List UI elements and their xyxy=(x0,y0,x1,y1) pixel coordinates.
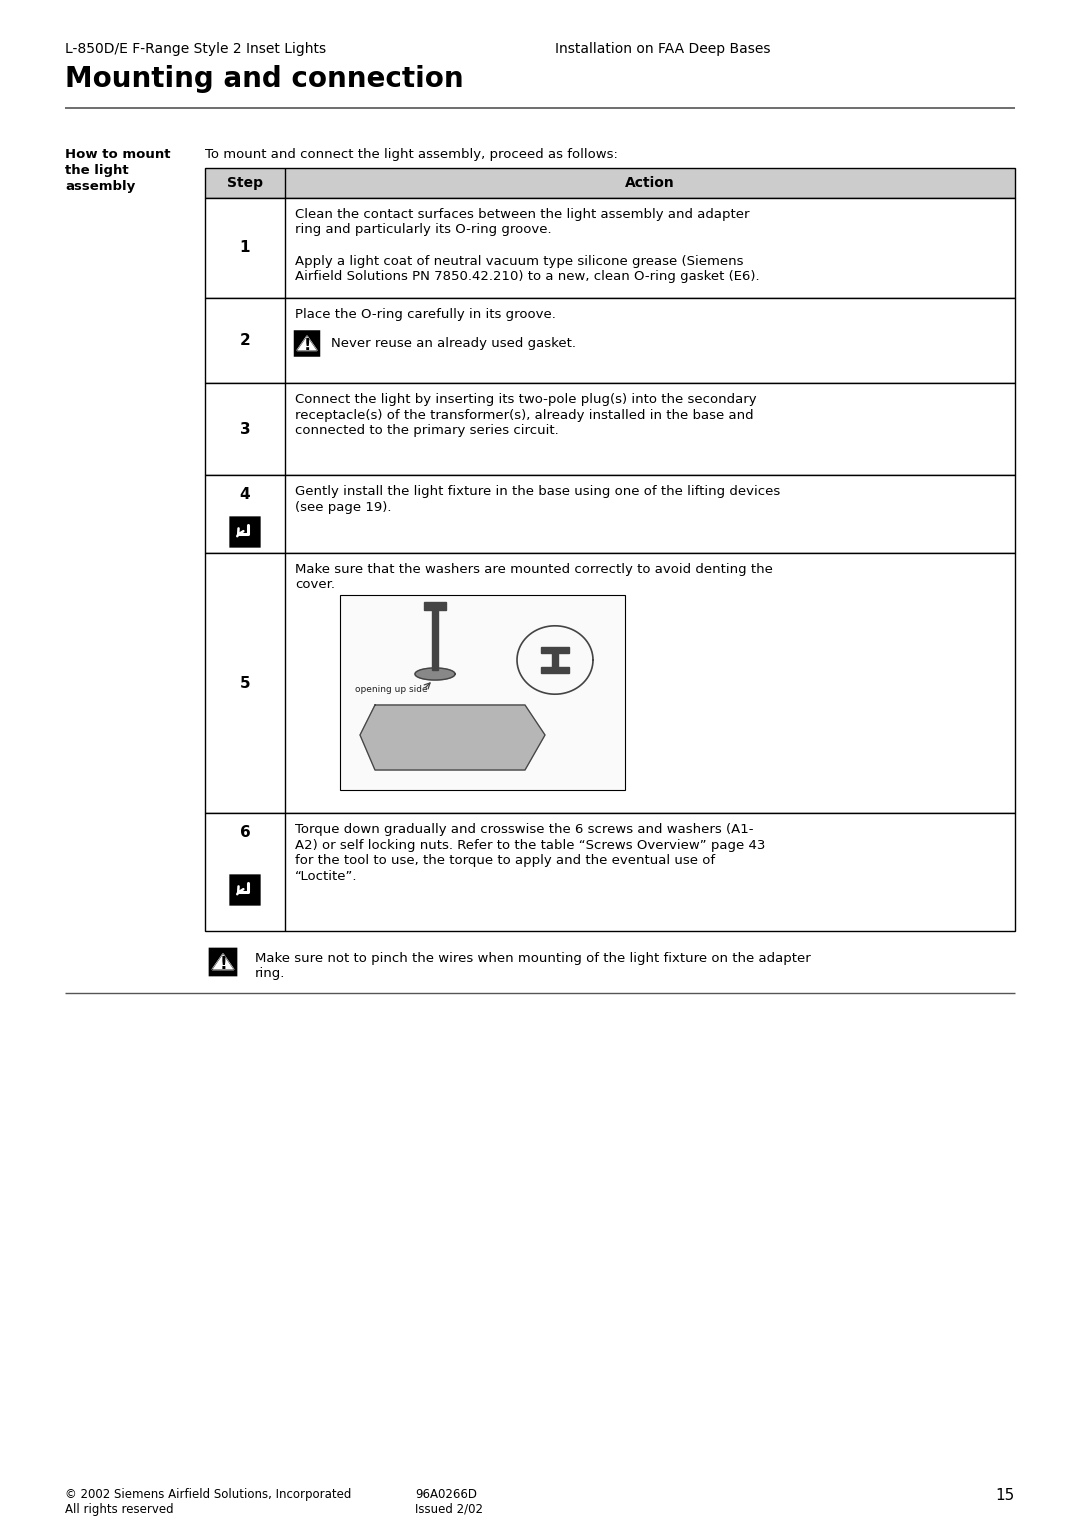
Text: assembly: assembly xyxy=(65,180,135,193)
Text: Gently install the light fixture in the base using one of the lifting devices: Gently install the light fixture in the … xyxy=(295,484,780,498)
Polygon shape xyxy=(541,668,569,672)
Text: Step: Step xyxy=(227,176,264,189)
Text: A2) or self locking nuts. Refer to the table “Screws Overview” page 43: A2) or self locking nuts. Refer to the t… xyxy=(295,839,766,851)
Text: Issued 2/02: Issued 2/02 xyxy=(415,1504,483,1516)
Text: How to mount: How to mount xyxy=(65,148,171,160)
Polygon shape xyxy=(212,953,234,970)
Text: 2: 2 xyxy=(240,333,251,348)
FancyBboxPatch shape xyxy=(208,947,238,976)
Text: cover.: cover. xyxy=(295,579,335,591)
Text: for the tool to use, the torque to apply and the eventual use of: for the tool to use, the torque to apply… xyxy=(295,854,715,866)
Bar xyxy=(205,168,1015,199)
Text: Connect the light by inserting its two-pole plug(s) into the secondary: Connect the light by inserting its two-p… xyxy=(295,393,757,406)
Polygon shape xyxy=(432,610,438,669)
Bar xyxy=(205,553,1015,813)
Bar xyxy=(205,199,1015,298)
Text: “Loctite”.: “Loctite”. xyxy=(295,869,357,883)
Text: Make sure that the washers are mounted correctly to avoid denting the: Make sure that the washers are mounted c… xyxy=(295,562,773,576)
Text: opening up side: opening up side xyxy=(355,686,428,695)
Text: ring.: ring. xyxy=(255,967,285,981)
Text: !: ! xyxy=(303,338,311,353)
Text: (see page 19).: (see page 19). xyxy=(295,501,391,513)
Polygon shape xyxy=(297,336,318,350)
Bar xyxy=(205,384,1015,475)
Text: Clean the contact surfaces between the light assembly and adapter: Clean the contact surfaces between the l… xyxy=(295,208,750,222)
Text: To mount and connect the light assembly, proceed as follows:: To mount and connect the light assembly,… xyxy=(205,148,618,160)
Text: 4: 4 xyxy=(240,487,251,503)
Text: Torque down gradually and crosswise the 6 screws and washers (A1-: Torque down gradually and crosswise the … xyxy=(295,824,754,836)
Bar xyxy=(205,298,1015,384)
Polygon shape xyxy=(415,668,455,680)
Polygon shape xyxy=(541,646,569,652)
Text: © 2002 Siemens Airfield Solutions, Incorporated: © 2002 Siemens Airfield Solutions, Incor… xyxy=(65,1488,351,1500)
FancyBboxPatch shape xyxy=(294,330,321,356)
Text: Apply a light coat of neutral vacuum type silicone grease (Siemens: Apply a light coat of neutral vacuum typ… xyxy=(295,255,743,267)
Text: Mounting and connection: Mounting and connection xyxy=(65,66,463,93)
Text: Make sure not to pinch the wires when mounting of the light fixture on the adapt: Make sure not to pinch the wires when mo… xyxy=(255,952,811,966)
Bar xyxy=(205,813,1015,931)
Polygon shape xyxy=(360,704,545,770)
FancyBboxPatch shape xyxy=(229,874,260,906)
Text: 6: 6 xyxy=(240,825,251,840)
Text: Action: Action xyxy=(625,176,675,189)
Text: 1: 1 xyxy=(240,240,251,255)
Text: the light: the light xyxy=(65,163,129,177)
Text: connected to the primary series circuit.: connected to the primary series circuit. xyxy=(295,423,558,437)
Text: Place the O-ring carefully in its groove.: Place the O-ring carefully in its groove… xyxy=(295,309,556,321)
Text: L-850D/E F-Range Style 2 Inset Lights: L-850D/E F-Range Style 2 Inset Lights xyxy=(65,41,326,57)
Text: 15: 15 xyxy=(996,1488,1015,1504)
Text: ring and particularly its O-ring groove.: ring and particularly its O-ring groove. xyxy=(295,223,552,237)
Text: receptacle(s) of the transformer(s), already installed in the base and: receptacle(s) of the transformer(s), alr… xyxy=(295,408,754,422)
Text: !: ! xyxy=(219,955,227,973)
FancyBboxPatch shape xyxy=(229,516,260,547)
Text: Installation on FAA Deep Bases: Installation on FAA Deep Bases xyxy=(555,41,770,57)
Text: All rights reserved: All rights reserved xyxy=(65,1504,174,1516)
Bar xyxy=(340,594,625,790)
Bar xyxy=(205,475,1015,553)
Polygon shape xyxy=(552,649,558,669)
Text: Never reuse an already used gasket.: Never reuse an already used gasket. xyxy=(330,338,576,350)
Text: Airfield Solutions PN 7850.42.210) to a new, clean O-ring gasket (E6).: Airfield Solutions PN 7850.42.210) to a … xyxy=(295,270,759,283)
Text: 5: 5 xyxy=(240,675,251,691)
Text: 96A0266D: 96A0266D xyxy=(415,1488,477,1500)
Text: 3: 3 xyxy=(240,422,251,437)
Polygon shape xyxy=(424,602,446,610)
